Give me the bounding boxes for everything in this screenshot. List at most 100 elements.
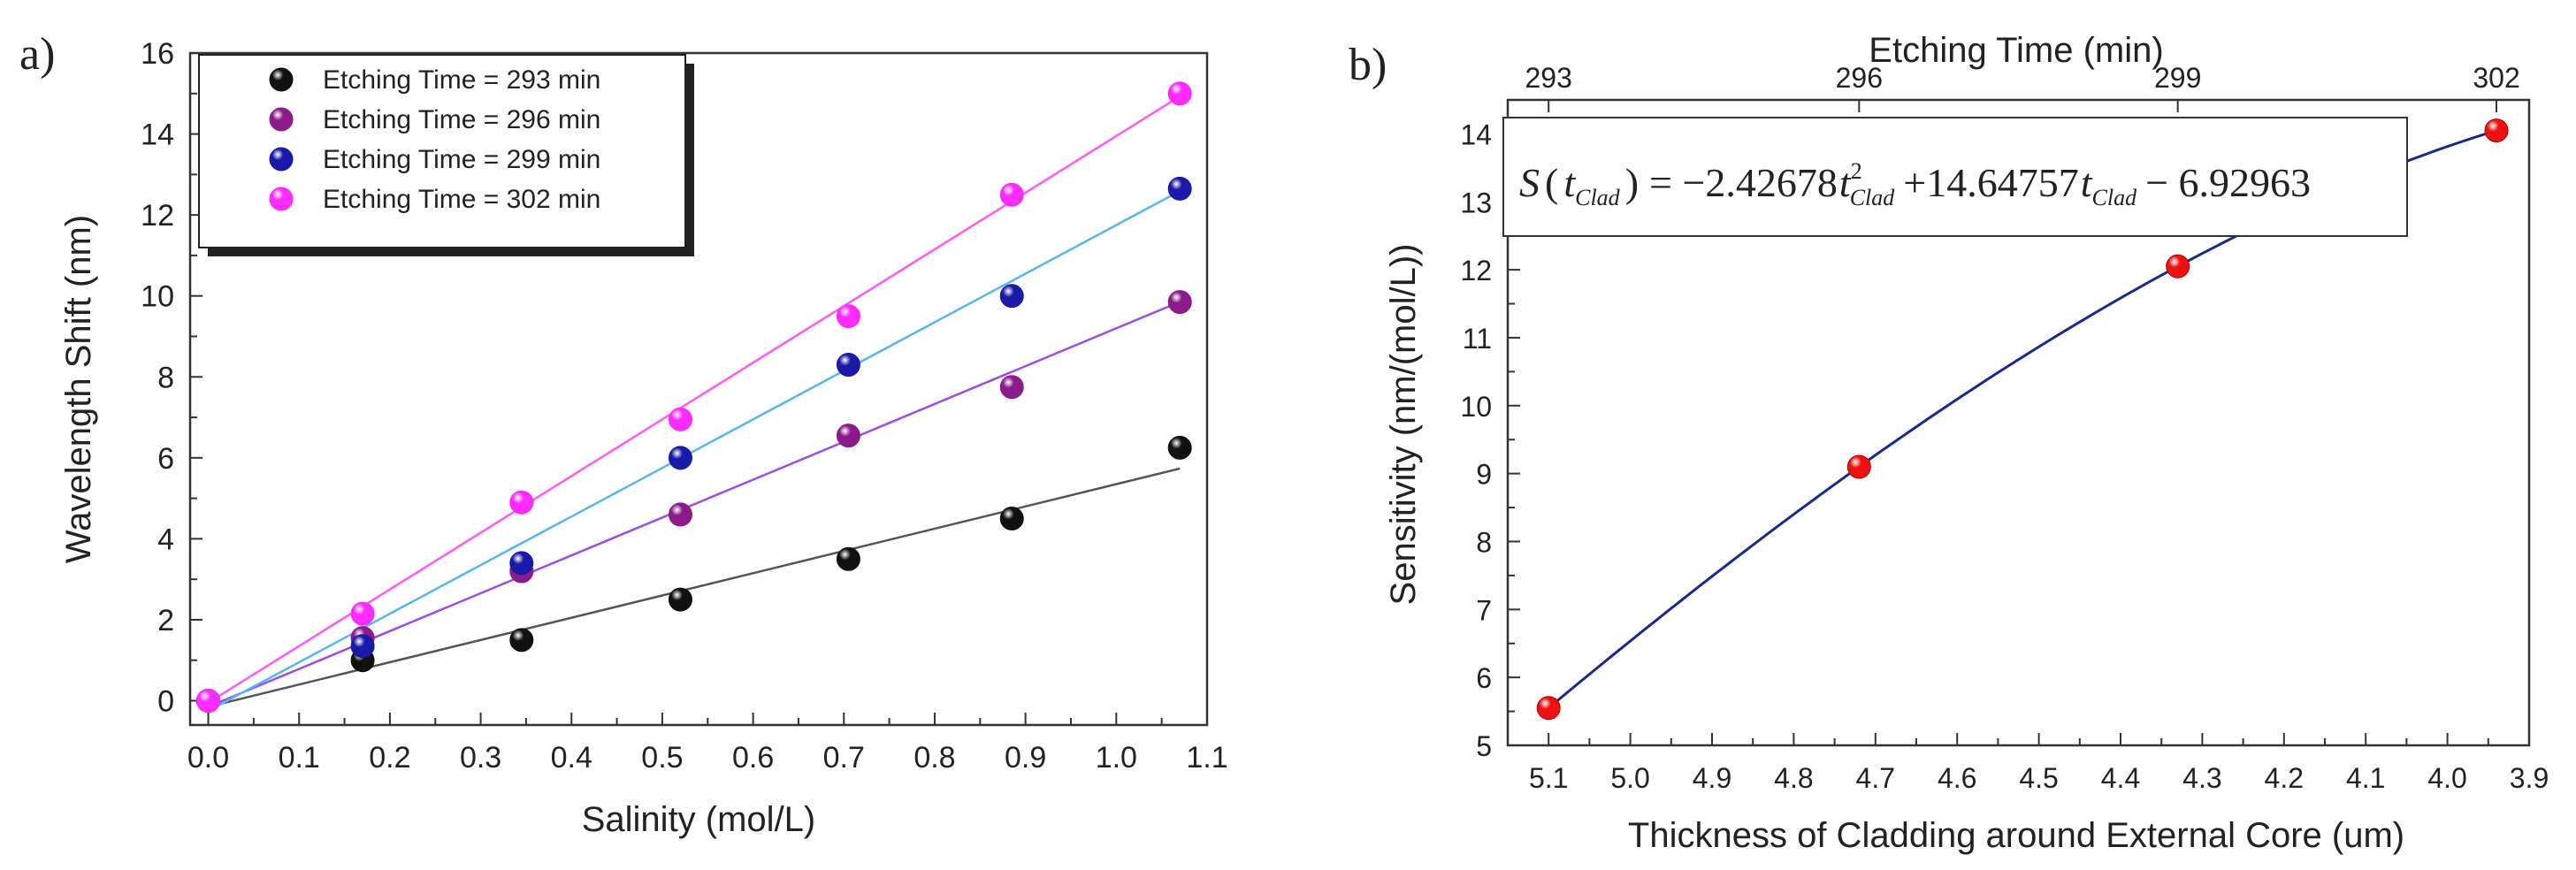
eq-sub-2: Clad xyxy=(1850,185,1896,210)
x-tick-label: 0.6 xyxy=(732,741,774,775)
data-point-series-3 xyxy=(999,284,1024,309)
data-point-series-1 xyxy=(836,546,860,571)
x-tick-label: 0.0 xyxy=(187,741,229,775)
data-point-series-2 xyxy=(836,424,860,448)
y-tick-label: 10 xyxy=(1460,391,1492,423)
data-point-series-4 xyxy=(509,490,534,515)
panel-a-y-axis-label: Wavelength Shift (nm) xyxy=(59,215,98,563)
y-tick-label: 4 xyxy=(157,523,174,556)
x-tick-label: 1.0 xyxy=(1096,741,1137,775)
x-tick-label: 0.9 xyxy=(1005,741,1046,775)
x-tick-label: 5.1 xyxy=(1529,762,1568,794)
x-tick-label: 4.3 xyxy=(2182,762,2221,794)
data-point-series-3 xyxy=(509,551,534,576)
legend-marker xyxy=(269,147,294,172)
eq-term-b: +14.64757 xyxy=(1903,160,2078,205)
x-tick-label: 5.0 xyxy=(1610,762,1649,794)
panel-a-legend: Etching Time = 293 min Etching Time = 296… xyxy=(198,54,694,256)
data-point-series-1 xyxy=(509,628,534,652)
panel-b-top-axis-title: Etching Time (min) xyxy=(1869,31,2163,70)
equation-box-frame xyxy=(1502,117,2408,237)
panel-a-data-points xyxy=(196,81,1192,714)
legend-label: Etching Time = 296 min xyxy=(323,105,600,134)
eq-s: S xyxy=(1519,160,1540,205)
x-tick-label: 4.0 xyxy=(2427,762,2466,794)
y-tick-label: 12 xyxy=(1460,255,1492,286)
x-tick-label: 0.1 xyxy=(279,741,320,775)
sensitivity-data-point xyxy=(1536,696,1561,721)
eq-sup: 2 xyxy=(1851,158,1862,184)
data-point-series-4 xyxy=(350,601,375,626)
panel-a-axis-ticks: 0.0 0.1 0.2 0.3 0.4 0.5 0.6 0.7 0.8 0.9 1.0 1.1 0 2 4 6… xyxy=(141,37,1227,775)
panel-a-x-axis-label: Salinity (mol/L) xyxy=(582,800,816,839)
top-tick-label: 293 xyxy=(1525,62,1572,94)
data-point-series-4 xyxy=(196,689,221,714)
top-tick-label: 299 xyxy=(2154,62,2201,94)
x-tick-label: 4.6 xyxy=(1938,762,1976,794)
legend-label: Etching Time = 293 min xyxy=(323,65,600,95)
y-tick-label: 12 xyxy=(141,199,174,233)
eq-sub-1: Clad xyxy=(1575,185,1621,210)
legend-marker xyxy=(269,187,294,211)
fit-line-3 xyxy=(207,190,1181,713)
y-tick-label: 13 xyxy=(1460,187,1492,218)
x-tick-label: 3.9 xyxy=(2510,762,2549,794)
data-point-series-2 xyxy=(668,502,692,527)
y-tick-label: 6 xyxy=(1476,662,1492,694)
x-tick-label: 0.4 xyxy=(551,741,592,775)
panel-b-plot-frame xyxy=(1506,98,2531,747)
y-tick-label: 8 xyxy=(157,361,174,394)
y-tick-label: 6 xyxy=(157,442,174,476)
y-tick-label: 16 xyxy=(141,37,174,71)
x-tick-label: 4.1 xyxy=(2346,762,2385,794)
y-tick-label: 5 xyxy=(1476,730,1492,762)
sensitivity-data-point xyxy=(2484,118,2509,143)
data-point-series-4 xyxy=(1167,81,1192,106)
x-tick-label: 0.5 xyxy=(641,741,683,775)
eq-t2: t xyxy=(1839,160,1852,205)
panel-b-label: b) xyxy=(1349,40,1387,90)
legend-label: Etching Time = 302 min xyxy=(323,185,600,214)
x-tick-label: 4.2 xyxy=(2265,762,2304,794)
legend-marker xyxy=(269,107,294,132)
y-tick-label: 7 xyxy=(1476,594,1492,626)
x-tick-label: 0.3 xyxy=(460,741,501,775)
legend-entries: Etching Time = 293 min Etching Time = 296… xyxy=(269,65,600,214)
panel-a: a) 0.0 0.1 0.2 0.3 0.4 0.5 0.6 0.7 0.8 0.9 1.0 1.10… xyxy=(19,29,1228,839)
equation-text: S(tClad) = −2.42678t2 Clad +14.64757tClad − … xyxy=(1519,158,2311,210)
y-tick-label: 11 xyxy=(1463,323,1492,355)
panel-b-data-points xyxy=(1536,118,2509,721)
eq-sub-3: Clad xyxy=(2092,185,2138,210)
data-point-series-3 xyxy=(350,634,375,659)
legend-label: Etching Time = 299 min xyxy=(323,145,600,174)
x-tick-label: 4.8 xyxy=(1774,762,1813,794)
data-point-series-4 xyxy=(999,182,1024,207)
y-tick-label: 10 xyxy=(141,280,174,314)
eq-close-paren: ) xyxy=(1625,160,1639,205)
y-tick-label: 8 xyxy=(1476,526,1492,558)
data-point-series-3 xyxy=(836,353,860,378)
data-point-series-2 xyxy=(999,375,1024,400)
legend-marker xyxy=(269,67,294,92)
x-tick-label: 0.8 xyxy=(913,741,955,775)
y-tick-label: 0 xyxy=(157,685,174,719)
fit-equation-box: S(tClad) = −2.42678t2 Clad +14.64757tClad − … xyxy=(1502,117,2408,237)
eq-open-paren: ( xyxy=(1545,160,1558,205)
x-tick-label: 0.7 xyxy=(823,741,865,775)
panel-a-label: a) xyxy=(19,29,55,80)
data-point-series-3 xyxy=(1167,176,1192,201)
panel-b-y-axis-label: Sensitivity (nm/(mol/L)) xyxy=(1384,244,1423,606)
y-tick-label: 14 xyxy=(1460,118,1492,150)
x-tick-label: 1.1 xyxy=(1186,741,1227,775)
x-tick-label: 4.7 xyxy=(1856,762,1895,794)
y-tick-label: 9 xyxy=(1476,459,1492,491)
top-tick-label: 296 xyxy=(1836,62,1883,94)
data-point-series-1 xyxy=(668,587,692,612)
eq-t3: t xyxy=(2081,160,2093,205)
eq-t: t xyxy=(1563,160,1576,205)
data-point-series-1 xyxy=(1167,435,1192,460)
x-tick-label: 4.9 xyxy=(1693,762,1731,794)
top-tick-label: 302 xyxy=(2473,62,2519,94)
data-point-series-1 xyxy=(999,507,1024,531)
